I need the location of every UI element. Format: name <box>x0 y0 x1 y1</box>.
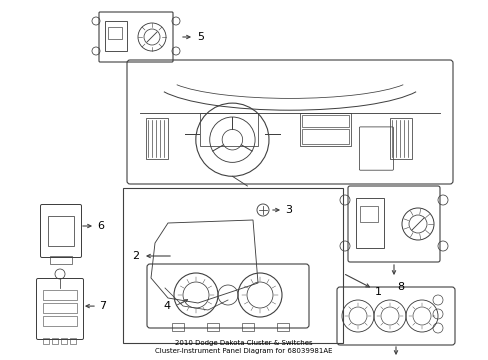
Bar <box>200 113 258 145</box>
Bar <box>61 338 67 344</box>
Bar <box>276 323 288 331</box>
Bar <box>389 118 411 159</box>
Bar <box>108 27 122 39</box>
Text: 7: 7 <box>99 301 106 311</box>
Bar <box>43 338 49 344</box>
Text: 3: 3 <box>285 205 291 215</box>
Text: 2010 Dodge Dakota Cluster & Switches
Cluster-Instrument Panel Diagram for 680399: 2010 Dodge Dakota Cluster & Switches Clu… <box>155 340 332 354</box>
Bar <box>123 188 342 343</box>
Bar <box>301 114 348 127</box>
Text: 6: 6 <box>97 221 104 231</box>
Bar <box>52 338 58 344</box>
Text: 1: 1 <box>374 287 381 297</box>
Bar <box>43 290 77 300</box>
Bar <box>299 113 350 145</box>
Text: 2: 2 <box>132 251 139 261</box>
Bar <box>172 323 183 331</box>
Text: 4: 4 <box>163 301 170 311</box>
Bar <box>50 256 72 264</box>
Text: 8: 8 <box>396 282 403 292</box>
Bar <box>359 206 377 222</box>
Bar <box>48 216 74 246</box>
Bar <box>301 129 348 144</box>
Bar <box>70 338 76 344</box>
Text: 5: 5 <box>197 32 203 42</box>
Bar <box>355 198 383 248</box>
Bar <box>43 316 77 326</box>
Bar <box>105 21 127 51</box>
Bar <box>206 323 219 331</box>
Bar <box>43 303 77 313</box>
Bar <box>146 118 168 159</box>
Bar <box>242 323 253 331</box>
